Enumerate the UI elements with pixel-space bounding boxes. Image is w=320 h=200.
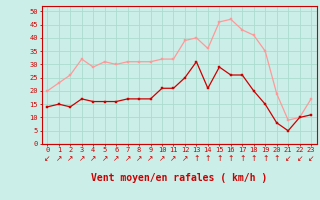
Text: ↙: ↙ <box>44 154 51 163</box>
Text: ↙: ↙ <box>296 154 303 163</box>
Text: ↗: ↗ <box>147 154 154 163</box>
X-axis label: Vent moyen/en rafales ( km/h ): Vent moyen/en rafales ( km/h ) <box>91 173 267 183</box>
Text: ↙: ↙ <box>308 154 314 163</box>
Text: ↑: ↑ <box>239 154 245 163</box>
Text: ↑: ↑ <box>216 154 222 163</box>
Text: ↗: ↗ <box>78 154 85 163</box>
Text: ↗: ↗ <box>90 154 96 163</box>
Text: ↗: ↗ <box>113 154 119 163</box>
Text: ↑: ↑ <box>274 154 280 163</box>
Text: ↑: ↑ <box>251 154 257 163</box>
Text: ↗: ↗ <box>124 154 131 163</box>
Text: ↗: ↗ <box>67 154 74 163</box>
Text: ↑: ↑ <box>228 154 234 163</box>
Text: ↗: ↗ <box>170 154 177 163</box>
Text: ↑: ↑ <box>262 154 268 163</box>
Text: ↗: ↗ <box>136 154 142 163</box>
Text: ↗: ↗ <box>182 154 188 163</box>
Text: ↙: ↙ <box>285 154 291 163</box>
Text: ↑: ↑ <box>193 154 200 163</box>
Text: ↑: ↑ <box>205 154 211 163</box>
Text: ↗: ↗ <box>56 154 62 163</box>
Text: ↗: ↗ <box>101 154 108 163</box>
Text: ↗: ↗ <box>159 154 165 163</box>
